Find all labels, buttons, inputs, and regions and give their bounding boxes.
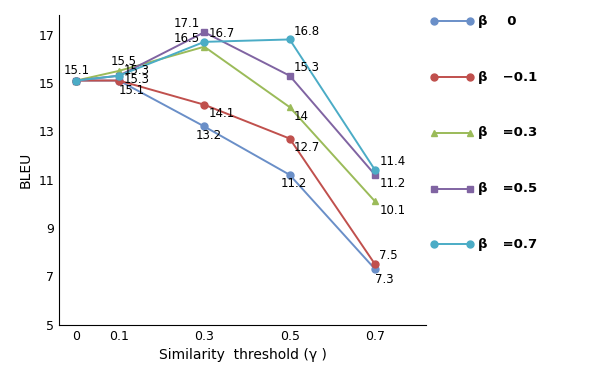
Text: 16.5: 16.5 (174, 32, 200, 45)
Text: 7.5: 7.5 (379, 249, 398, 262)
Text: β: β (478, 182, 487, 195)
Text: 0: 0 (498, 15, 516, 28)
Text: β: β (478, 126, 487, 139)
Text: 11.2: 11.2 (281, 177, 307, 190)
Text: 11.2: 11.2 (379, 177, 406, 190)
Text: 15.5: 15.5 (111, 55, 136, 68)
Text: β: β (478, 15, 487, 28)
Text: 15.3: 15.3 (123, 73, 149, 86)
Text: β: β (478, 71, 487, 84)
Text: 15.3: 15.3 (123, 64, 149, 77)
Text: 16.8: 16.8 (294, 24, 320, 37)
Text: 14.1: 14.1 (208, 107, 235, 120)
Text: 13.2: 13.2 (196, 129, 222, 142)
Text: =0.5: =0.5 (498, 182, 537, 195)
X-axis label: Similarity  threshold (γ ): Similarity threshold (γ ) (159, 348, 327, 362)
Text: 16.7: 16.7 (208, 27, 235, 40)
Text: 15.1: 15.1 (63, 64, 89, 77)
Text: 7.3: 7.3 (375, 273, 394, 286)
Text: 11.4: 11.4 (379, 155, 406, 168)
Y-axis label: BLEU: BLEU (19, 152, 33, 188)
Text: 15.3: 15.3 (294, 61, 320, 74)
Text: 12.7: 12.7 (294, 141, 320, 154)
Text: 14: 14 (294, 110, 309, 123)
Text: 15.1: 15.1 (119, 84, 145, 97)
Text: =0.3: =0.3 (498, 126, 537, 139)
Text: β: β (478, 238, 487, 251)
Text: =0.7: =0.7 (498, 238, 537, 251)
Text: −0.1: −0.1 (498, 71, 537, 84)
Text: 17.1: 17.1 (174, 17, 200, 30)
Text: 10.1: 10.1 (379, 204, 406, 217)
